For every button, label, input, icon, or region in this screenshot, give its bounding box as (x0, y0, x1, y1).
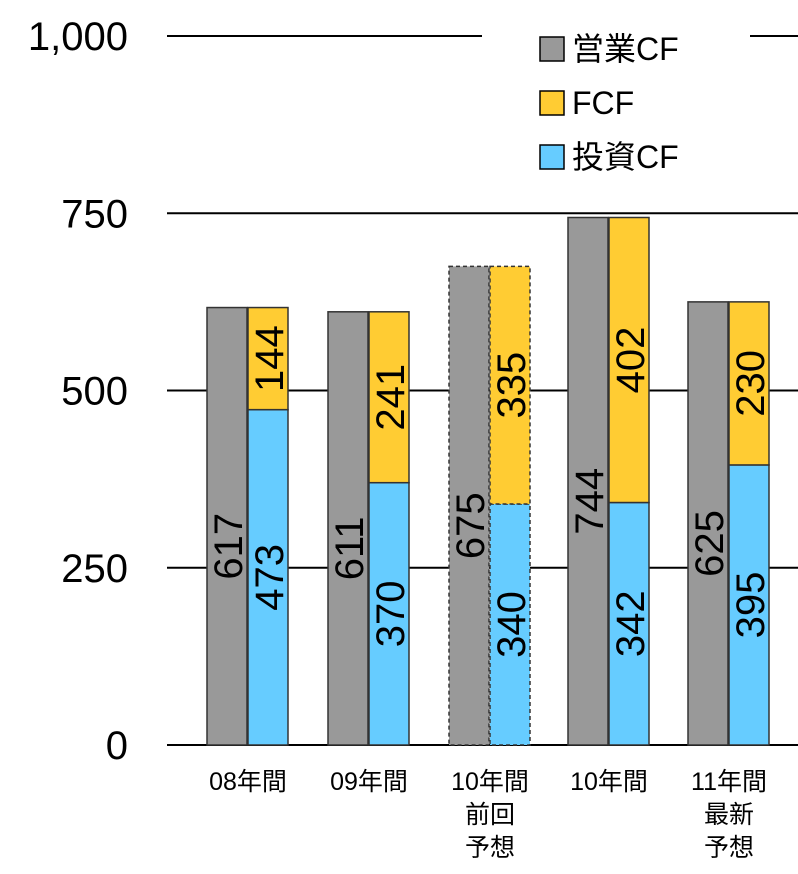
x-category-label: 09年間 (330, 768, 408, 796)
data-label-investing-cf: 340 (490, 591, 534, 658)
y-tick-label: 250 (61, 547, 128, 591)
legend-swatch (539, 144, 565, 170)
legend-label: FCF (572, 85, 634, 121)
data-label-fcf: 230 (729, 350, 773, 417)
data-label-investing-cf: 342 (609, 590, 653, 657)
legend-label: 営業CF (572, 31, 679, 67)
legend: 営業CF FCF 投資CF (539, 31, 679, 175)
bar-fcf (489, 265, 531, 505)
data-label-investing-cf: 395 (729, 572, 773, 639)
y-tick-label: 750 (61, 192, 128, 236)
y-tick-label: 500 (61, 370, 128, 414)
legend-label: 投資CF (572, 139, 679, 175)
x-category-label: 10年間 (570, 768, 648, 796)
x-category-label: 10年間 (451, 768, 529, 796)
data-label-investing-cf: 473 (248, 544, 292, 611)
data-label-operating-cf: 675 (449, 492, 493, 559)
bars (206, 216, 770, 746)
data-label-investing-cf: 370 (369, 580, 413, 647)
data-label-fcf: 335 (490, 352, 534, 419)
bar-fcf (608, 216, 650, 504)
data-label-operating-cf: 611 (328, 517, 372, 581)
bar-investing-cf (368, 481, 410, 746)
bar-operating-cf (567, 216, 609, 746)
legend-swatch (539, 36, 565, 62)
y-axis-tick-labels: 0 250 500 750 1,000 (28, 15, 128, 768)
bar-operating-cf (687, 301, 729, 746)
data-label-operating-cf: 617 (207, 513, 251, 580)
bar-fcf (728, 301, 770, 466)
bar-investing-cf (728, 464, 770, 746)
y-tick-label: 1,000 (28, 15, 128, 59)
data-label-operating-cf: 625 (688, 510, 732, 577)
data-label-fcf: 241 (369, 364, 413, 431)
legend-swatch (539, 90, 565, 116)
x-category-label: 予想 (465, 834, 515, 862)
x-category-label: 予想 (704, 834, 754, 862)
x-category-label: 前回 (465, 801, 515, 829)
data-label-operating-cf: 744 (568, 468, 612, 535)
bar-operating-cf (448, 265, 490, 746)
bar-investing-cf (247, 408, 289, 746)
y-tick-label: 0 (106, 724, 128, 768)
x-category-label: 最新 (704, 801, 754, 829)
bar-fcf (247, 306, 289, 411)
data-label-fcf: 402 (609, 327, 653, 394)
x-category-label: 11年間 (691, 768, 767, 796)
bar-fcf (368, 311, 410, 484)
bar-operating-cf (327, 311, 369, 746)
x-category-label: 08年間 (209, 768, 287, 796)
data-label-fcf: 144 (248, 325, 292, 392)
bar-investing-cf (489, 503, 531, 746)
bar-operating-cf (206, 306, 248, 746)
